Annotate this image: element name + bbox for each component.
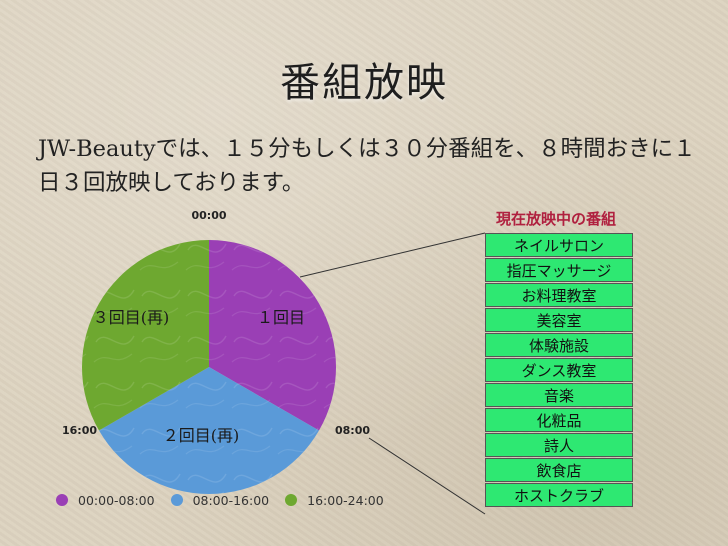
time-label: 00:00 bbox=[191, 209, 226, 222]
legend-label: 00:00-08:00 bbox=[78, 492, 155, 508]
slice-label: １回目 bbox=[257, 308, 305, 327]
slide-description: JW-Beautyでは、１５分もしくは３０分番組を、８時間おきに１日３回放映して… bbox=[38, 136, 696, 196]
legend-dot bbox=[170, 494, 183, 506]
program-list: ネイルサロン 指圧マッサージ お料理教室 美容室 体験施設 ダンス教室 音楽 化粧品 詩人 飲食店… bbox=[485, 233, 633, 508]
legend-label: 08:00-16:00 bbox=[192, 492, 270, 508]
program-list-item: ホストクラブ bbox=[485, 483, 633, 507]
program-list-item: お料理教室 bbox=[485, 283, 633, 307]
program-list-item: ダンス教室 bbox=[485, 358, 633, 382]
chart-legend: 00:00-08:00 08:00-16:00 16:00-24:00 bbox=[56, 490, 400, 510]
program-list-item: 飲食店 bbox=[485, 458, 633, 482]
legend-item: 16:00-24:00 bbox=[285, 493, 384, 508]
slide-title: 番組放映 bbox=[280, 60, 448, 106]
legend-dot bbox=[56, 494, 68, 506]
program-list-item: 詩人 bbox=[485, 433, 633, 457]
time-label: 16:00 bbox=[62, 424, 97, 437]
legend-dot bbox=[285, 494, 298, 506]
program-list-item: ネイルサロン bbox=[485, 233, 633, 257]
connector-line bbox=[299, 232, 486, 278]
program-list-item: 音楽 bbox=[485, 383, 633, 407]
time-label: 08:00 bbox=[335, 424, 370, 437]
program-list-header: 現在放映中の番組 bbox=[495, 210, 616, 228]
pie-slice-texture bbox=[209, 240, 336, 431]
slice-label: ２回目(再) bbox=[163, 426, 240, 445]
program-list-item: 体験施設 bbox=[485, 333, 633, 357]
program-list-item: 美容室 bbox=[485, 308, 633, 332]
connector-line bbox=[368, 437, 486, 515]
legend-item: 00:00-08:00 bbox=[56, 493, 155, 508]
program-list-item: 指圧マッサージ bbox=[485, 258, 633, 282]
program-list-item: 化粧品 bbox=[485, 408, 633, 432]
legend-label: 16:00-24:00 bbox=[307, 492, 384, 508]
slice-label: ３回目(再) bbox=[93, 308, 170, 327]
legend-item: 08:00-16:00 bbox=[170, 492, 270, 508]
pie-slice-texture bbox=[82, 240, 209, 431]
